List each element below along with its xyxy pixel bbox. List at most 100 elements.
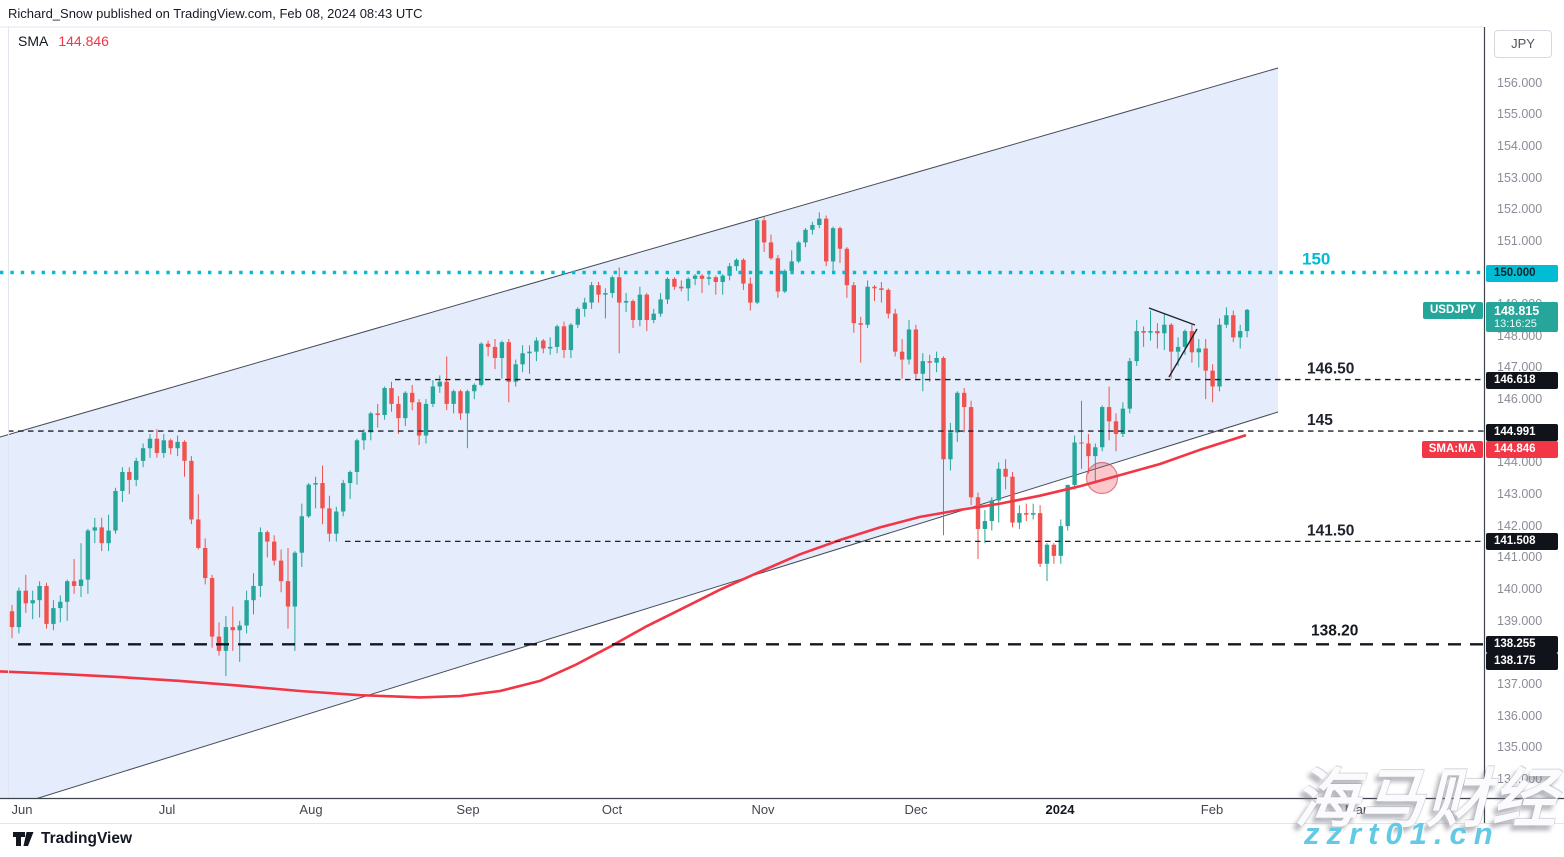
candle-body	[1031, 513, 1036, 515]
candle-body	[679, 286, 684, 289]
candle-body	[948, 432, 953, 460]
candle-body	[499, 342, 505, 358]
candle-body	[651, 313, 656, 320]
candle-body	[796, 242, 801, 262]
candle-body	[630, 300, 636, 320]
candle-body	[989, 500, 994, 522]
tradingview-logo[interactable]: TradingView	[13, 830, 132, 848]
candle-body	[589, 285, 594, 303]
candle-body	[913, 329, 919, 374]
candle-body	[16, 590, 22, 628]
price-level-badge: 138.255	[1486, 635, 1558, 653]
candle-body	[1148, 331, 1153, 333]
candle-body	[423, 403, 429, 436]
candle-body	[375, 413, 380, 415]
candle-body	[637, 294, 643, 320]
tradingview-logo-text: TradingView	[41, 830, 133, 847]
candle-body	[106, 530, 111, 544]
candle-body	[575, 308, 580, 325]
candle-body	[1224, 315, 1229, 325]
candle-body	[775, 258, 781, 292]
candle-body	[886, 289, 891, 314]
candle-body	[444, 381, 449, 404]
candle-body	[485, 343, 491, 347]
candle-body	[582, 302, 587, 309]
channel-lower-line	[36, 411, 1279, 798]
candle-body	[23, 590, 28, 604]
candle-body	[85, 530, 91, 580]
currency-toggle-button[interactable]: JPY	[1494, 30, 1552, 58]
candle-body	[644, 294, 649, 320]
candle-body	[1065, 484, 1070, 527]
candle-body	[561, 326, 567, 351]
price-level-badge: 146.618	[1486, 371, 1558, 389]
candle-body	[568, 324, 574, 351]
indicator-legend[interactable]: SMA 144.846	[18, 33, 109, 49]
price-tick-label: 153.000	[1497, 170, 1543, 185]
candle-body	[1058, 526, 1063, 556]
candle-body	[230, 627, 235, 631]
candle-body	[1120, 408, 1126, 434]
price-level-badge: 144.846	[1486, 440, 1558, 458]
candle-body	[1141, 331, 1146, 333]
level-label-138.20: 138.20	[1311, 622, 1358, 639]
candle-body	[982, 521, 988, 529]
price-level-badge: 138.175	[1486, 652, 1558, 670]
candle-body	[437, 381, 442, 387]
candle-body	[810, 225, 815, 230]
candle-body	[672, 278, 677, 287]
candle-body	[1106, 407, 1112, 422]
candle-body	[506, 342, 511, 382]
candle-body	[548, 346, 553, 349]
candle-body	[761, 220, 767, 243]
candle-body	[1231, 315, 1236, 338]
candle-body	[334, 511, 339, 534]
candle-body	[1244, 309, 1250, 332]
candle-body	[906, 329, 912, 360]
candle-body	[347, 471, 353, 484]
candle-body	[9, 611, 15, 628]
candle-body	[71, 581, 77, 586]
candle-body	[265, 532, 270, 542]
candle-body	[99, 527, 104, 544]
candle-body	[1010, 476, 1015, 523]
candle-body	[755, 220, 760, 303]
candle-body	[541, 340, 546, 349]
price-tick-label: 156.000	[1497, 75, 1543, 90]
level-label-145: 145	[1307, 412, 1333, 429]
candle-body	[865, 286, 870, 325]
candle-body	[361, 432, 367, 441]
candle-body	[140, 448, 146, 461]
bar-countdown: 13:16:25	[1494, 318, 1537, 330]
publish-attribution: Richard_Snow published on TradingView.co…	[8, 6, 423, 21]
candle-body	[603, 293, 608, 295]
channel-fill	[0, 68, 1278, 798]
candle-body	[734, 259, 739, 267]
candle-body	[1017, 513, 1022, 523]
channel-upper-line	[0, 67, 1279, 438]
candle-body	[341, 483, 346, 512]
price-tick-label: 140.000	[1497, 582, 1543, 597]
candle-body	[920, 361, 925, 374]
candle-body	[1134, 331, 1139, 362]
candle-body	[368, 413, 373, 433]
candle-body	[30, 600, 35, 604]
candle-body	[196, 519, 201, 548]
candle-body	[1051, 544, 1057, 556]
candle-body	[285, 581, 291, 607]
candle-body	[430, 386, 436, 404]
candle-body	[37, 585, 42, 601]
candle-body	[706, 277, 712, 279]
candle-body	[1162, 324, 1167, 334]
sma-line	[0, 434, 1247, 699]
candle-body	[78, 579, 84, 586]
candle-body	[741, 259, 746, 284]
symbol-tag: USDJPY	[1422, 301, 1483, 319]
candle-body	[527, 351, 532, 354]
price-tick-label: 155.000	[1497, 107, 1543, 122]
candle-body	[817, 218, 822, 226]
candle-body	[1113, 421, 1119, 434]
levels-layer: 150 146.50 145 141.50 138.20	[0, 250, 1484, 646]
sma-indicator-value: 144.846	[58, 33, 109, 49]
